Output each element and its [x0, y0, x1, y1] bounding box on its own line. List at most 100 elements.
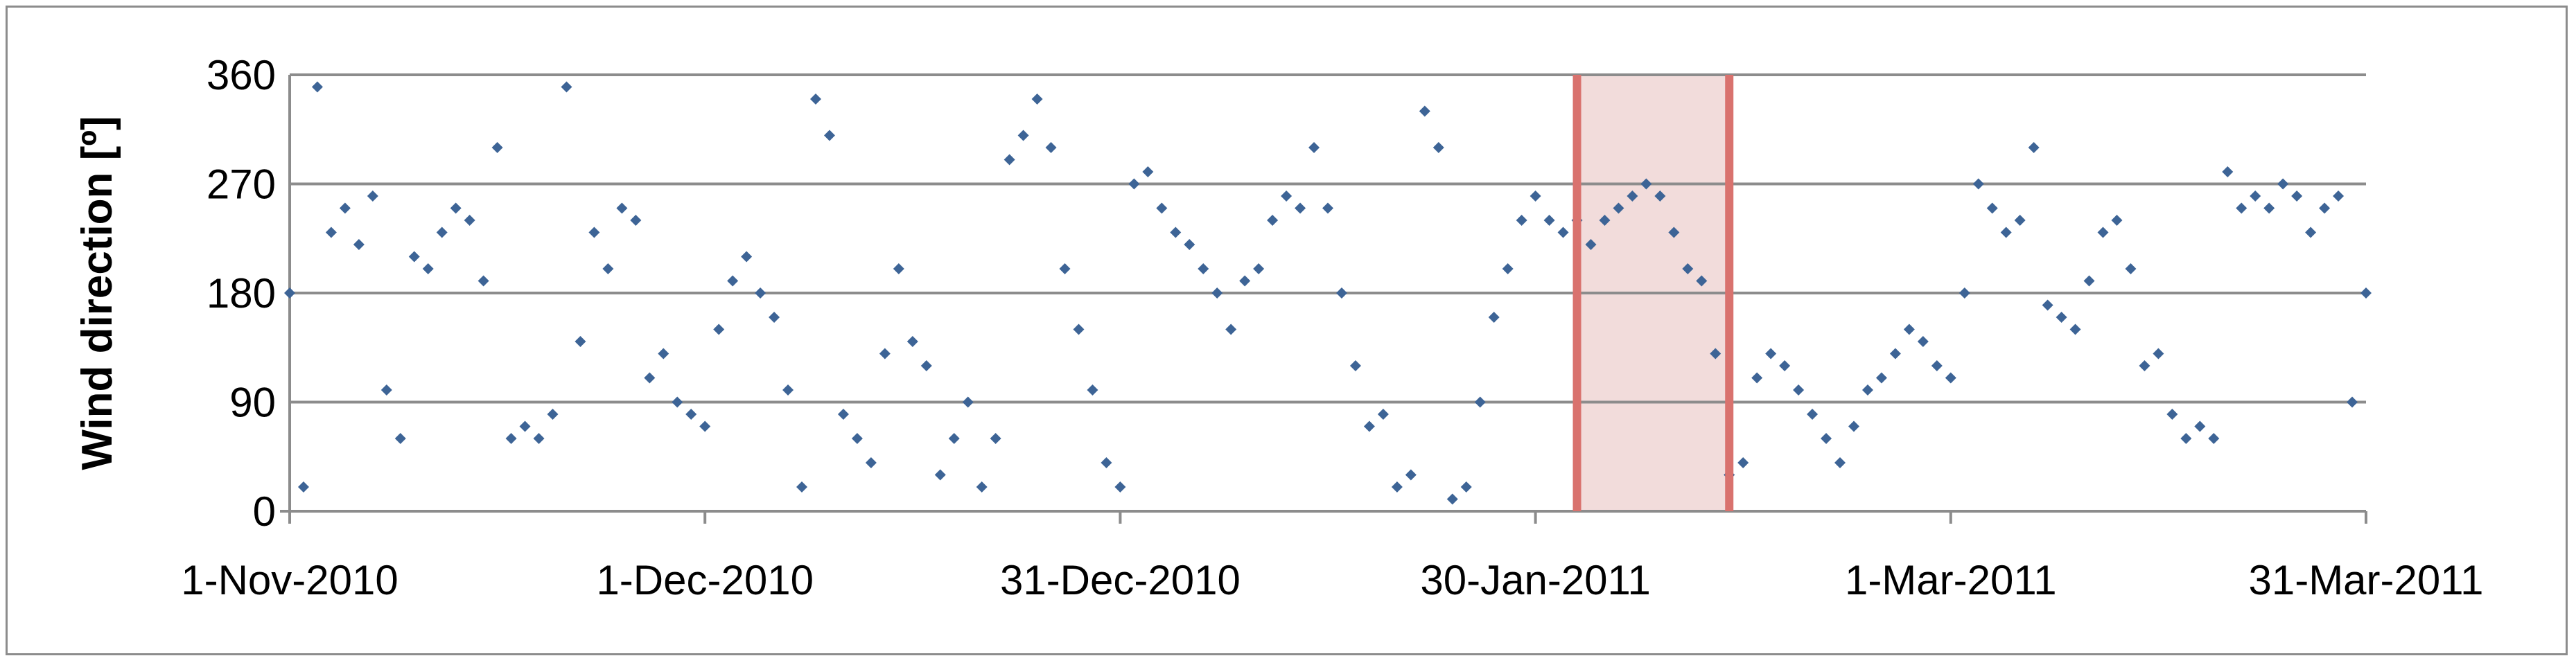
data-point [1793, 384, 1805, 396]
data-point [1613, 202, 1624, 214]
data-point [2250, 190, 2261, 202]
data-point [367, 190, 378, 202]
data-point [2028, 142, 2040, 153]
y-tick-labels: 0 90 180 270 360 [207, 52, 276, 535]
data-point [1710, 348, 1721, 360]
data-point [1198, 263, 1209, 274]
data-point [2208, 433, 2220, 444]
data-point [1446, 493, 1458, 505]
data-point [1751, 372, 1763, 384]
data-point [1322, 202, 1333, 214]
data-point [1959, 287, 1970, 299]
data-point [713, 323, 725, 335]
data-point [1045, 142, 1057, 153]
data-point [1474, 396, 1486, 408]
data-point [1972, 178, 1984, 190]
data-point [284, 287, 295, 299]
data-point [1585, 239, 1597, 250]
data-point [491, 142, 503, 153]
x-tick-label: 1-Nov-2010 [181, 557, 398, 603]
data-point [1917, 336, 1929, 347]
y-tick-label: 270 [207, 161, 276, 208]
data-point [325, 227, 337, 238]
data-point [1460, 481, 1472, 493]
data-point [976, 481, 988, 493]
data-point [879, 348, 891, 360]
data-point [1945, 372, 1956, 384]
data-point [2069, 323, 2081, 335]
data-point [561, 81, 572, 93]
data-point [782, 384, 794, 396]
data-point [2360, 287, 2372, 299]
data-point [1377, 409, 1389, 420]
data-point [2000, 227, 2012, 238]
data-point [408, 251, 420, 263]
data-point [2347, 396, 2358, 408]
data-point [602, 263, 614, 274]
data-point [1267, 215, 1279, 226]
data-point [1073, 323, 1085, 335]
data-point [990, 433, 1001, 444]
data-point [1211, 287, 1223, 299]
data-point [2083, 275, 2095, 287]
data-point [2111, 215, 2123, 226]
data-point [1239, 275, 1251, 287]
data-point [809, 94, 821, 105]
data-point [1087, 384, 1098, 396]
data-point [727, 275, 739, 287]
data-point [450, 202, 462, 214]
data-point [2125, 263, 2137, 274]
data-point [1516, 215, 1527, 226]
chart-frame: 0 90 180 270 360 1-Nov-2010 1-Dec-2010 31-Dec-… [6, 6, 2568, 655]
data-point [533, 433, 545, 444]
data-point [1737, 457, 1749, 468]
data-point [851, 433, 863, 444]
data-point [588, 227, 600, 238]
data-point [1184, 239, 1195, 250]
data-point [1861, 384, 1873, 396]
data-points [284, 81, 2372, 505]
data-point [1903, 323, 1915, 335]
data-point [1225, 323, 1237, 335]
data-point [1834, 457, 1846, 468]
data-point [2319, 202, 2331, 214]
data-point [2042, 299, 2053, 311]
gridlines [290, 73, 2366, 513]
data-point [297, 481, 309, 493]
data-point [1059, 263, 1071, 274]
x-tick-label: 30-Jan-2011 [1420, 557, 1650, 603]
data-point [893, 263, 904, 274]
data-point [948, 433, 960, 444]
data-point [616, 202, 628, 214]
data-point [837, 409, 849, 420]
data-point [2222, 166, 2234, 177]
y-tick-label: 180 [207, 270, 276, 317]
y-tick-label: 360 [207, 52, 276, 98]
wind-direction-scatter-chart: 0 90 180 270 360 1-Nov-2010 1-Dec-2010 31-Dec-… [73, 52, 2484, 603]
data-point [1349, 360, 1361, 371]
data-point [2305, 227, 2317, 238]
data-point [2097, 227, 2109, 238]
highlight-edges [1572, 75, 1734, 511]
data-point [2236, 202, 2248, 214]
data-point [1557, 227, 1569, 238]
data-point [1405, 469, 1417, 481]
data-point [672, 396, 683, 408]
data-point [436, 227, 448, 238]
data-point [1142, 166, 1154, 177]
data-point [755, 287, 766, 299]
data-point [920, 360, 932, 371]
data-point [1931, 360, 1943, 371]
data-point [1031, 94, 1043, 105]
data-point [505, 433, 517, 444]
x-tick-label: 1-Mar-2011 [1845, 557, 2057, 603]
data-point [1627, 190, 1638, 202]
data-point [2180, 433, 2192, 444]
data-point [2056, 312, 2067, 323]
data-point [1128, 178, 1140, 190]
data-point [1253, 263, 1265, 274]
data-point [1875, 372, 1887, 384]
data-point [1765, 348, 1777, 360]
data-point [823, 130, 835, 141]
data-point [1363, 420, 1375, 432]
